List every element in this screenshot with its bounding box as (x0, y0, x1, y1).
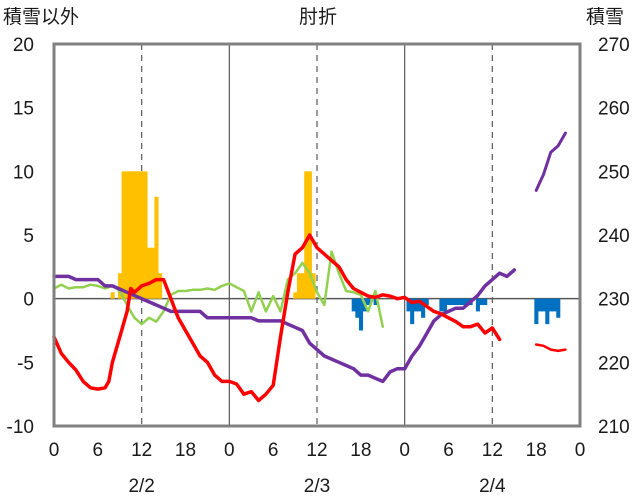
snow-change-bar (355, 298, 360, 318)
snow-change-bar (351, 298, 356, 312)
precipitation-bar (293, 292, 298, 299)
right-tick-label: 220 (598, 353, 630, 374)
snow-change-bar (556, 298, 561, 318)
snow-change-bar (439, 298, 444, 312)
snow-change-bar (548, 298, 554, 312)
precipitation-bar (110, 292, 115, 299)
snow-change-bar (413, 298, 418, 312)
snow-depth-forecast-line (534, 131, 567, 192)
precipitation-bar (150, 247, 155, 299)
snow-change-bar (446, 298, 451, 306)
left-tick-label: 20 (13, 35, 34, 56)
precipitation-bar (128, 171, 133, 299)
snow-change-bar (406, 298, 411, 312)
snow-change-bar (421, 298, 426, 318)
precipitation-bar (143, 171, 148, 299)
hour-tick-label: 12 (482, 440, 503, 461)
snow-change-bar (552, 298, 557, 312)
right-tick-label: 250 (598, 162, 630, 183)
snow-change-bar (541, 298, 546, 312)
hour-tick-label: 18 (175, 440, 196, 461)
precipitation-bar (121, 171, 126, 299)
precipitation-bar (136, 171, 141, 299)
right-tick-label: 270 (598, 35, 630, 56)
precipitation-bar (296, 273, 301, 299)
left-tick-label: -10 (7, 417, 34, 438)
precipitation-bar (125, 171, 130, 299)
right-tick-label: 230 (598, 290, 630, 311)
snow-change-bar (479, 298, 484, 306)
hour-tick-label: 0 (49, 440, 60, 461)
hour-tick-label: 12 (306, 440, 327, 461)
snow-change-bar (461, 298, 466, 306)
temperature-forecast-line (534, 343, 567, 353)
snow-change-bar (453, 298, 459, 306)
day-label: 2/2 (128, 476, 154, 497)
left-tick-label: 5 (23, 226, 34, 247)
temperature-line (52, 233, 502, 403)
left-tick-label: 15 (13, 99, 34, 120)
precipitation-bar (147, 247, 152, 299)
snow-change-bar (545, 298, 550, 325)
series-lines (52, 131, 567, 403)
right-tick-label: 210 (598, 417, 630, 438)
precipitation-bar (132, 171, 137, 299)
hour-tick-label: 18 (350, 440, 371, 461)
snow-change-bar (417, 298, 422, 312)
snow-change-bar (450, 298, 455, 306)
left-tick-label: 10 (13, 162, 34, 183)
snow-change-bar (366, 298, 371, 306)
hour-tick-label: 0 (224, 440, 235, 461)
precipitation-bar (304, 171, 309, 299)
left-axis-label: 積雪以外 (3, 6, 79, 28)
snow-change-bar (359, 298, 364, 331)
snow-change-bar (443, 298, 448, 312)
hour-tick-label: 6 (268, 440, 279, 461)
day-label: 2/4 (479, 476, 506, 497)
day-label: 2/3 (304, 476, 330, 497)
snow-change-bar (537, 298, 543, 312)
hour-tick-label: 18 (526, 440, 547, 461)
snow-change-bar (373, 298, 378, 306)
precipitation-bar (117, 273, 122, 299)
hour-tick-label: 0 (399, 440, 410, 461)
axes: 20 15 10 5 0 -5 -10 270 260 250 240 230 220 210 0 6 12 18… (7, 35, 630, 497)
precipitation-bar (300, 273, 305, 299)
left-tick-label: -5 (17, 353, 34, 374)
left-tick-label: 0 (23, 290, 34, 311)
snow-change-bar (534, 298, 539, 325)
hour-tick-label: 6 (93, 440, 104, 461)
hour-tick-label: 12 (131, 440, 152, 461)
precipitation-bar (154, 196, 159, 299)
hour-tick-label: 6 (443, 440, 454, 461)
snow-change-bar (410, 298, 415, 325)
plot-border (52, 42, 582, 428)
snow-depth-line (52, 268, 517, 384)
snow-change-bar (483, 298, 488, 306)
right-axis-label: 積雪 (586, 6, 624, 28)
snow-change-bar (424, 298, 429, 306)
chart-title: 肘折 (299, 6, 337, 28)
precipitation-bar (139, 171, 144, 299)
hour-tick-label: 0 (575, 440, 586, 461)
snow-change-bar (464, 298, 469, 306)
bars (110, 171, 561, 331)
precipitation-bar (158, 273, 163, 299)
right-tick-label: 240 (598, 226, 630, 247)
right-tick-label: 260 (598, 99, 630, 120)
snow-change-bar (457, 298, 462, 306)
snow-change-bar (475, 298, 480, 312)
